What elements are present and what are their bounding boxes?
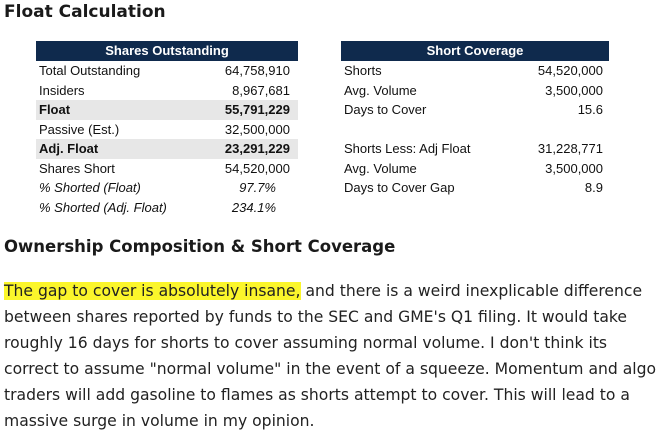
- shares-outstanding-table: Shares Outstanding Total Outstanding 64,…: [36, 41, 298, 217]
- table-row-float: Float 55,791,229: [36, 100, 298, 120]
- row-value: 8,967,681: [232, 82, 290, 98]
- section-title: Ownership Composition & Short Coverage: [4, 237, 396, 256]
- row-label: Total Outstanding: [39, 63, 141, 78]
- row-value: 15.6: [577, 102, 603, 117]
- row-value: 54,520,000: [537, 63, 603, 78]
- table-row-adj-float: Adj. Float 23,291,229: [36, 139, 298, 159]
- table-row-shares-short: Shares Short 54,520,000: [36, 159, 298, 179]
- short-coverage-table: Short Coverage Shorts 54,520,000 Avg. Vo…: [341, 41, 609, 198]
- table-row-insiders: Insiders 8,967,681: [36, 81, 298, 101]
- row-value: 23,291,229: [224, 141, 290, 156]
- table-row-avg-volume-2: Avg. Volume 3,500,000: [341, 159, 609, 179]
- row-label: Avg. Volume: [344, 160, 417, 176]
- table-row-pct-shorted-float: % Shorted (Float) 97.7%: [36, 178, 298, 198]
- row-label: Days to Cover: [344, 102, 427, 117]
- row-label: Adj. Float: [39, 141, 99, 156]
- row-value: 55,791,229: [224, 102, 290, 117]
- row-label: Shorts: [344, 63, 382, 78]
- shares-outstanding-header: Shares Outstanding: [36, 41, 298, 61]
- body-paragraph: The gap to cover is absolutely insane, a…: [4, 278, 659, 434]
- row-label: Days to Cover Gap: [344, 180, 455, 195]
- row-label: % Shorted (Float): [39, 180, 141, 195]
- row-label: Shares Short: [39, 160, 115, 176]
- paragraph-text: and there is a weird inexplicable differ…: [4, 282, 657, 430]
- row-value: 234.1%: [231, 199, 276, 215]
- table-row-avg-volume: Avg. Volume 3,500,000: [341, 81, 609, 101]
- row-value: 64,758,910: [224, 63, 290, 78]
- row-label: Insiders: [39, 82, 85, 98]
- row-value: 31,228,771: [537, 141, 603, 156]
- row-value: 54,520,000: [224, 160, 290, 176]
- spacer-row: [341, 120, 609, 140]
- row-value: 97.7%: [239, 180, 276, 195]
- table-row-days-to-cover: Days to Cover 15.6: [341, 100, 609, 120]
- row-value: 8.9: [584, 180, 603, 195]
- row-label: Avg. Volume: [344, 82, 417, 98]
- table-row-pct-shorted-adj-float: % Shorted (Adj. Float) 234.1%: [36, 198, 298, 218]
- short-coverage-header: Short Coverage: [341, 41, 609, 61]
- row-value: 3,500,000: [545, 160, 603, 176]
- row-value: 32,500,000: [224, 121, 290, 137]
- row-value: 3,500,000: [545, 82, 603, 98]
- table-row-shorts-less-adj-float: Shorts Less: Adj Float 31,228,771: [341, 139, 609, 159]
- row-label: Passive (Est.): [39, 121, 120, 137]
- page-title: Float Calculation: [4, 2, 166, 22]
- table-row-shorts: Shorts 54,520,000: [341, 61, 609, 81]
- row-label: Float: [39, 102, 71, 117]
- table-row-passive: Passive (Est.) 32,500,000: [36, 120, 298, 140]
- table-row-days-to-cover-gap: Days to Cover Gap 8.9: [341, 178, 609, 198]
- highlighted-text: The gap to cover is absolutely insane,: [4, 282, 301, 300]
- table-row-total-outstanding: Total Outstanding 64,758,910: [36, 61, 298, 81]
- row-label: % Shorted (Adj. Float): [39, 199, 167, 215]
- row-label: Shorts Less: Adj Float: [344, 141, 471, 156]
